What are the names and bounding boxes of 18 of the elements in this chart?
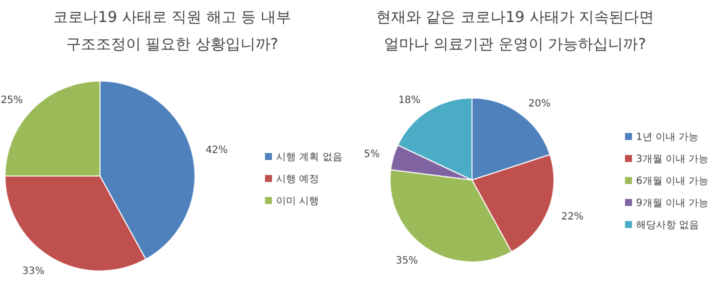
chart-title: 코로나19 사태로 직원 해고 등 내부 구조조정이 필요한 상황입니까?	[53, 8, 291, 53]
legend-label: 이미 시행	[276, 196, 320, 207]
legend-label: 6개월 이내 가능	[636, 176, 709, 187]
data-label: 20%	[528, 98, 551, 110]
data-label: 18%	[398, 94, 421, 106]
data-label: 25%	[0, 94, 23, 106]
legend-label: 9개월 이내 가능	[636, 198, 709, 209]
data-label: 33%	[22, 266, 45, 277]
chart-title: 현재와 같은 코로나19 사태가 지속된다면 얼마나 의료기관 운영이 가능하십니까?	[376, 8, 654, 53]
data-label: 35%	[396, 255, 418, 266]
legend-label: 1년 이내 가능	[636, 132, 699, 143]
data-label: 22%	[561, 211, 584, 222]
data-label: 42%	[206, 144, 228, 156]
data-label: 5%	[364, 149, 380, 160]
legend-label: 3개월 이내 가능	[636, 154, 709, 165]
legend-label: 시행 예정	[276, 174, 320, 185]
legend-label: 해당사항 없음	[636, 220, 700, 231]
legend-label: 시행 계획 없음	[276, 152, 342, 163]
